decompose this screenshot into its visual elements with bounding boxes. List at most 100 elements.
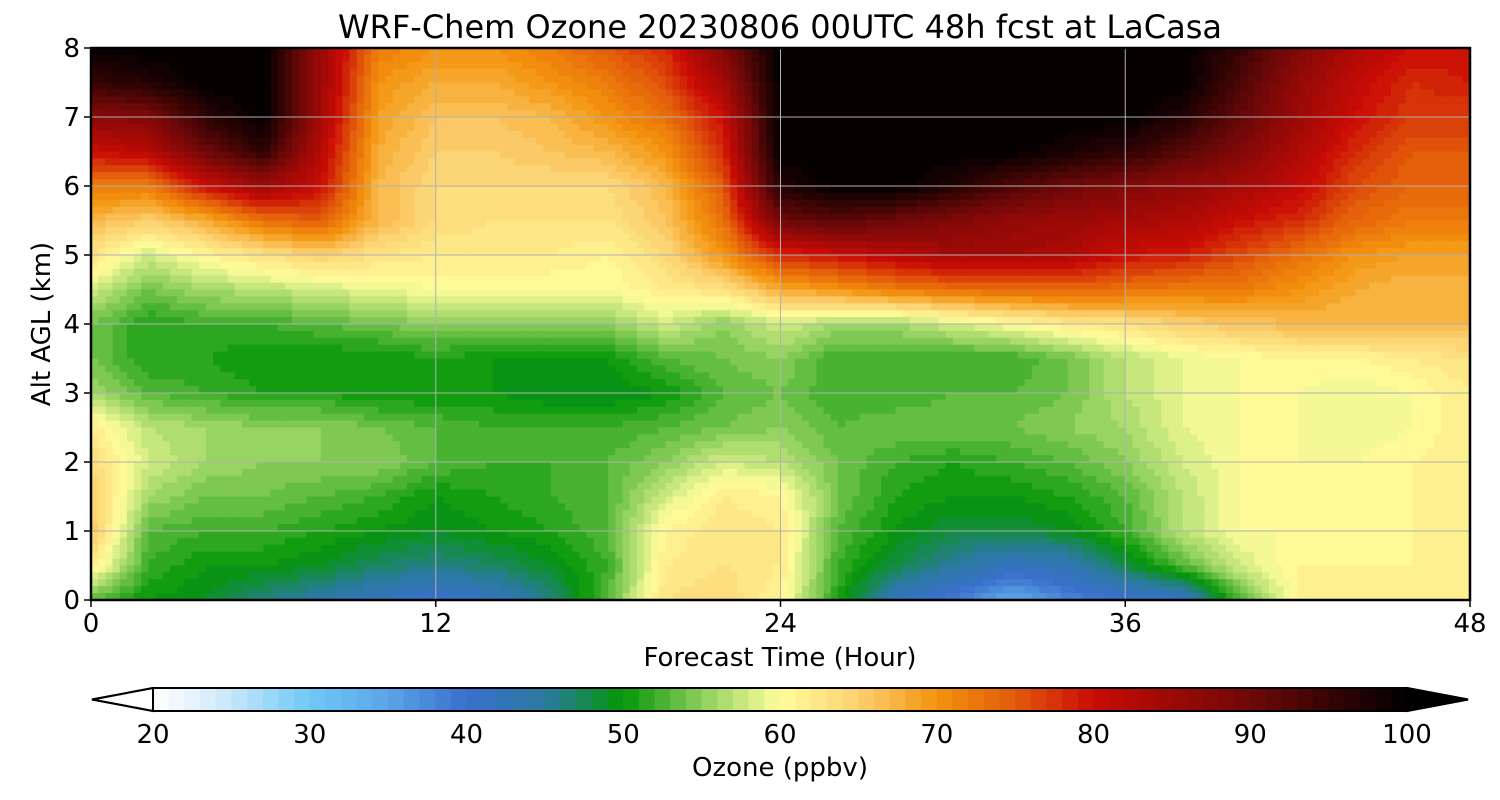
- ozone-cell: [507, 103, 516, 111]
- ozone-cell: [1398, 61, 1406, 70]
- ozone-cell: [888, 89, 897, 97]
- ozone-cell: [1024, 54, 1033, 63]
- ozone-cell: [507, 96, 516, 104]
- ozone-cell: [1067, 117, 1076, 125]
- ozone-cell: [241, 82, 250, 90]
- ozone-cell: [529, 75, 537, 84]
- ozone-cell: [1247, 158, 1256, 166]
- ozone-cell: [407, 206, 415, 215]
- ozone-cell: [1261, 172, 1270, 180]
- ozone-cell: [514, 130, 523, 139]
- ozone-cell: [442, 192, 451, 201]
- ozone-cell: [514, 192, 523, 201]
- ozone-cell: [866, 123, 875, 132]
- ozone-cell: [126, 130, 135, 139]
- ozone-cell: [593, 137, 602, 146]
- ozone-cell: [1434, 137, 1442, 146]
- ozone-cell: [586, 110, 595, 118]
- ozone-cell: [823, 123, 832, 132]
- ozone-cell: [442, 220, 451, 228]
- ozone-cell: [1153, 206, 1162, 215]
- ozone-cell: [1211, 179, 1220, 187]
- ozone-cell: [493, 123, 501, 132]
- ozone-cell: [1010, 54, 1019, 63]
- ozone-cell: [1017, 165, 1026, 173]
- ozone-cell: [514, 213, 523, 222]
- ozone-cell: [622, 103, 631, 111]
- ozone-cell: [1419, 213, 1428, 222]
- ozone-cell: [1426, 186, 1435, 194]
- ozone-cell: [988, 82, 997, 90]
- ozone-cell: [1376, 151, 1385, 159]
- ozone-cell: [952, 110, 961, 118]
- ozone-cell: [1218, 151, 1227, 159]
- ozone-cell: [1139, 137, 1148, 146]
- ozone-cell: [1053, 220, 1062, 228]
- ozone-cell: [974, 103, 983, 111]
- ozone-cell: [162, 82, 171, 90]
- ozone-cell: [1419, 82, 1428, 90]
- ozone-cell: [679, 206, 688, 215]
- ozone-cell: [1240, 199, 1248, 208]
- ozone-cell: [1132, 172, 1141, 180]
- ozone-cell: [572, 89, 580, 97]
- ozone-cell: [471, 48, 480, 56]
- ozone-cell: [1225, 206, 1234, 215]
- ozone-cell: [586, 68, 595, 77]
- ozone-cell: [306, 172, 315, 180]
- ozone-cell: [1146, 144, 1155, 153]
- ozone-cell: [1218, 117, 1227, 125]
- ozone-cell: [830, 117, 839, 125]
- ozone-cell: [608, 213, 616, 222]
- ozone-cell: [995, 158, 1004, 166]
- ozone-cell: [162, 117, 171, 125]
- ozone-cell: [694, 75, 703, 84]
- ozone-cell: [916, 75, 925, 84]
- ozone-cell: [579, 68, 588, 77]
- ozone-cell: [371, 206, 379, 215]
- ozone-cell: [392, 117, 401, 125]
- ozone-cell: [1031, 165, 1040, 173]
- ozone-cell: [701, 89, 710, 97]
- ozone-cell: [794, 61, 803, 70]
- ozone-cell: [205, 96, 214, 104]
- ozone-cell: [967, 172, 976, 180]
- ozone-cell: [1326, 48, 1335, 56]
- ozone-cell: [335, 103, 343, 111]
- ozone-cell: [687, 89, 695, 97]
- ozone-cell: [715, 123, 724, 132]
- ozone-cell: [1225, 103, 1234, 111]
- ozone-cell: [572, 110, 580, 118]
- ozone-cell: [644, 192, 652, 201]
- ozone-cell: [155, 199, 164, 208]
- ozone-cell: [1039, 68, 1047, 77]
- ozone-cell: [227, 192, 236, 201]
- ozone-cell: [1232, 179, 1241, 187]
- ozone-cell: [1254, 75, 1263, 84]
- ozone-cell: [126, 75, 135, 84]
- ozone-cell: [514, 89, 523, 97]
- ozone-cell: [622, 165, 631, 173]
- ozone-cell: [493, 110, 501, 118]
- ozone-cell: [1297, 137, 1306, 146]
- ozone-cell: [644, 186, 652, 194]
- ozone-cell: [1462, 158, 1471, 166]
- ozone-cell: [414, 54, 422, 63]
- ozone-cell: [155, 130, 164, 139]
- ozone-cell: [593, 158, 602, 166]
- ozone-cell: [91, 151, 99, 159]
- ozone-cell: [363, 96, 372, 104]
- ozone-cell: [442, 199, 451, 208]
- ozone-cell: [1333, 130, 1342, 139]
- ozone-cell: [1426, 206, 1435, 215]
- ozone-cell: [773, 158, 782, 166]
- ozone-cell: [945, 82, 954, 90]
- ozone-cell: [1118, 220, 1126, 228]
- ozone-cell: [823, 61, 832, 70]
- ozone-cell: [1347, 165, 1356, 173]
- ozone-cell: [1118, 89, 1126, 97]
- ozone-cell: [809, 54, 818, 63]
- ozone-cell: [407, 54, 415, 63]
- ozone-cell: [737, 89, 746, 97]
- ozone-cell: [457, 186, 466, 194]
